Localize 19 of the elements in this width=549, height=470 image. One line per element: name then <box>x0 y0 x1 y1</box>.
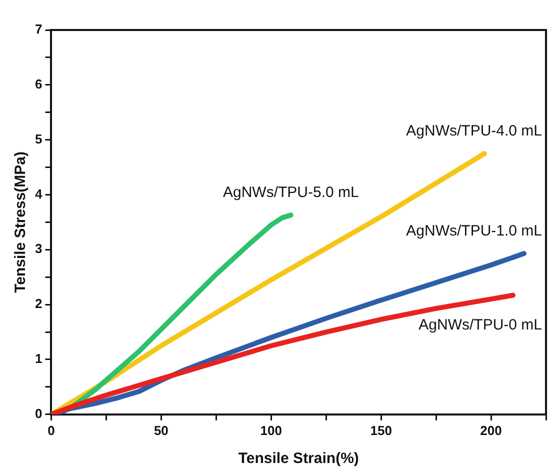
x-axis-title: Tensile Strain(%) <box>238 450 359 468</box>
y-tick-label: 2 <box>34 296 42 312</box>
x-tick-label: 0 <box>48 422 55 438</box>
x-tick-label: 100 <box>260 422 282 438</box>
series-label: AgNWs/TPU-0 mL <box>418 316 542 334</box>
y-tick-label: 4 <box>34 186 43 202</box>
x-tick-label: 50 <box>154 422 168 438</box>
series-label: AgNWs/TPU-4.0 mL <box>406 122 542 140</box>
x-tick-label: 150 <box>370 422 392 438</box>
y-tick-label: 0 <box>34 406 42 421</box>
y-axis-title: Tensile Stress(MPa) <box>12 151 30 293</box>
y-tick-label: 7 <box>34 22 42 37</box>
y-tick-label: 6 <box>34 76 42 92</box>
y-tick-label: 3 <box>34 241 42 256</box>
x-tick-label: 200 <box>480 422 502 438</box>
series-label: AgNWs/TPU-5.0 mL <box>222 184 359 202</box>
series-label: AgNWs/TPU-1.0 mL <box>406 222 542 240</box>
y-tick-label: 1 <box>34 351 42 366</box>
y-tick-label: 5 <box>34 131 42 146</box>
